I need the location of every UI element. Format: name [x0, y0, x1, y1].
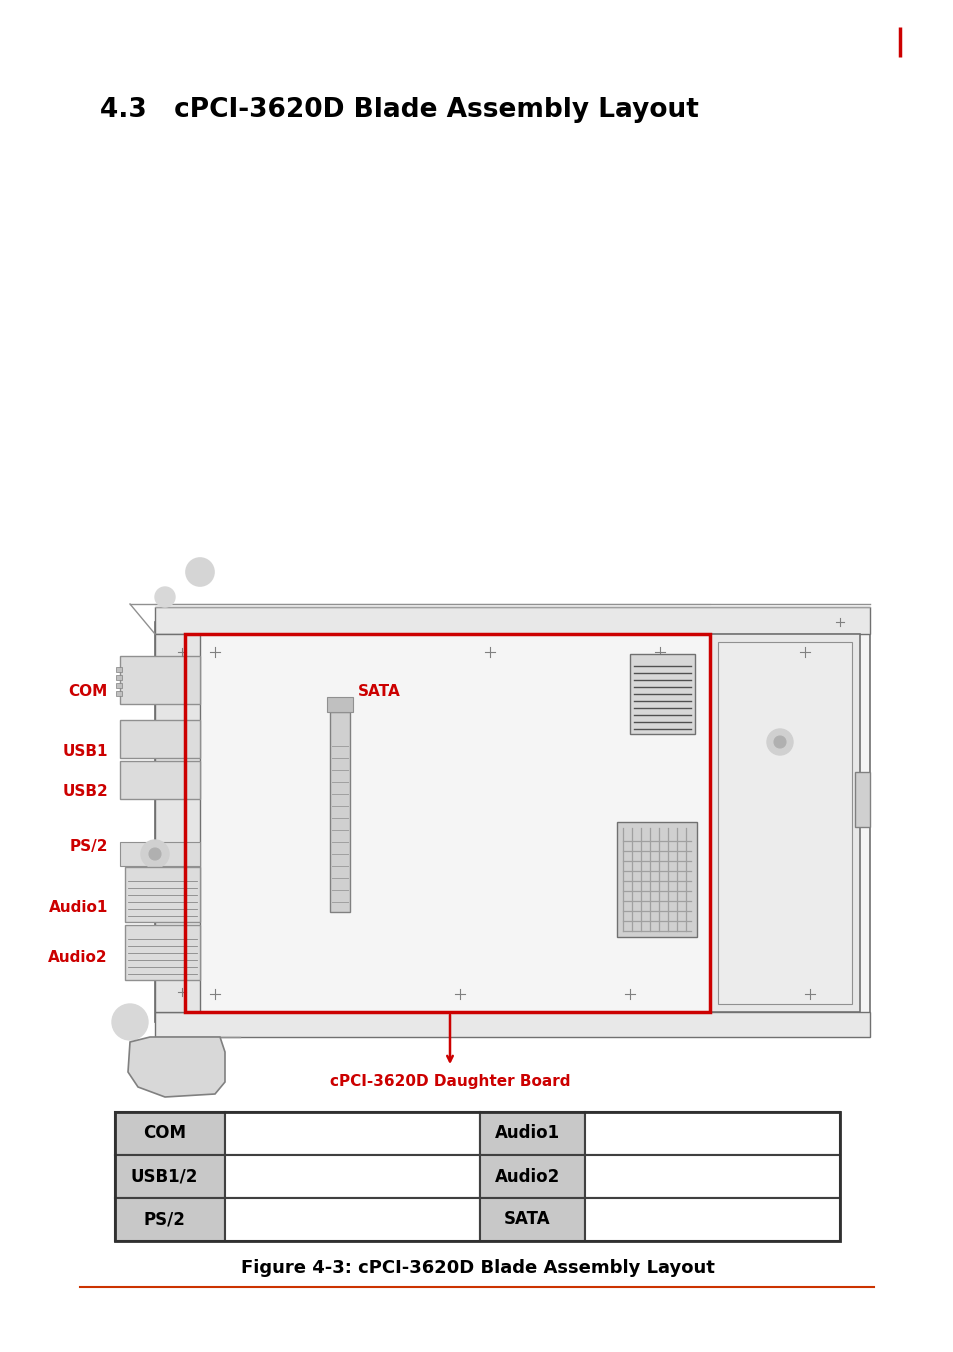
Bar — [617, 822, 697, 937]
Text: USB1: USB1 — [63, 745, 108, 760]
Bar — [330, 713, 350, 913]
Text: COM: COM — [69, 684, 108, 699]
Bar — [116, 667, 122, 672]
Text: cPCI-3620D Daughter Board: cPCI-3620D Daughter Board — [330, 1073, 570, 1088]
Bar — [115, 1198, 225, 1241]
Bar — [479, 1198, 584, 1241]
Text: USB2: USB2 — [62, 784, 108, 799]
Text: Audio2: Audio2 — [494, 1168, 559, 1186]
Bar — [185, 634, 709, 1013]
Bar — [154, 622, 869, 1022]
Text: SATA: SATA — [357, 684, 400, 699]
Bar — [584, 1111, 840, 1155]
Bar — [120, 656, 200, 704]
Text: Audio2: Audio2 — [49, 949, 108, 964]
Text: PS/2: PS/2 — [70, 840, 108, 854]
Circle shape — [141, 840, 169, 868]
Bar — [225, 1155, 479, 1198]
Bar — [709, 634, 859, 1013]
Circle shape — [149, 848, 161, 860]
Bar — [116, 675, 122, 680]
Circle shape — [186, 558, 213, 585]
Circle shape — [112, 1005, 148, 1040]
Bar — [120, 721, 200, 758]
Text: 4.3   cPCI-3620D Blade Assembly Layout: 4.3 cPCI-3620D Blade Assembly Layout — [100, 97, 699, 123]
Bar — [116, 691, 122, 696]
Bar — [115, 1111, 840, 1241]
Bar — [154, 1013, 869, 1037]
Bar — [327, 698, 353, 713]
Bar — [125, 867, 200, 922]
Circle shape — [766, 729, 792, 754]
Text: Audio1: Audio1 — [49, 899, 108, 914]
Bar — [116, 683, 122, 688]
Text: Figure 4-3: cPCI-3620D Blade Assembly Layout: Figure 4-3: cPCI-3620D Blade Assembly La… — [240, 1259, 714, 1278]
Text: PS/2: PS/2 — [143, 1210, 185, 1229]
Bar — [154, 634, 200, 1013]
Bar — [225, 1111, 479, 1155]
Bar — [479, 1111, 584, 1155]
Circle shape — [773, 735, 785, 748]
Bar — [115, 1111, 225, 1155]
Bar — [125, 925, 200, 980]
Bar — [115, 1155, 225, 1198]
Text: SATA: SATA — [503, 1210, 550, 1229]
Bar — [584, 1198, 840, 1241]
Bar — [120, 842, 200, 867]
Bar — [225, 1198, 479, 1241]
Bar — [629, 654, 695, 734]
Bar — [479, 1155, 584, 1198]
Text: COM: COM — [143, 1125, 186, 1142]
Circle shape — [154, 587, 174, 607]
Bar — [584, 1155, 840, 1198]
Polygon shape — [128, 1037, 225, 1096]
Bar — [120, 761, 200, 799]
Bar — [854, 772, 869, 827]
Text: Audio1: Audio1 — [495, 1125, 559, 1142]
Text: USB1/2: USB1/2 — [131, 1168, 198, 1186]
Bar — [718, 642, 851, 1005]
Bar — [154, 607, 869, 634]
